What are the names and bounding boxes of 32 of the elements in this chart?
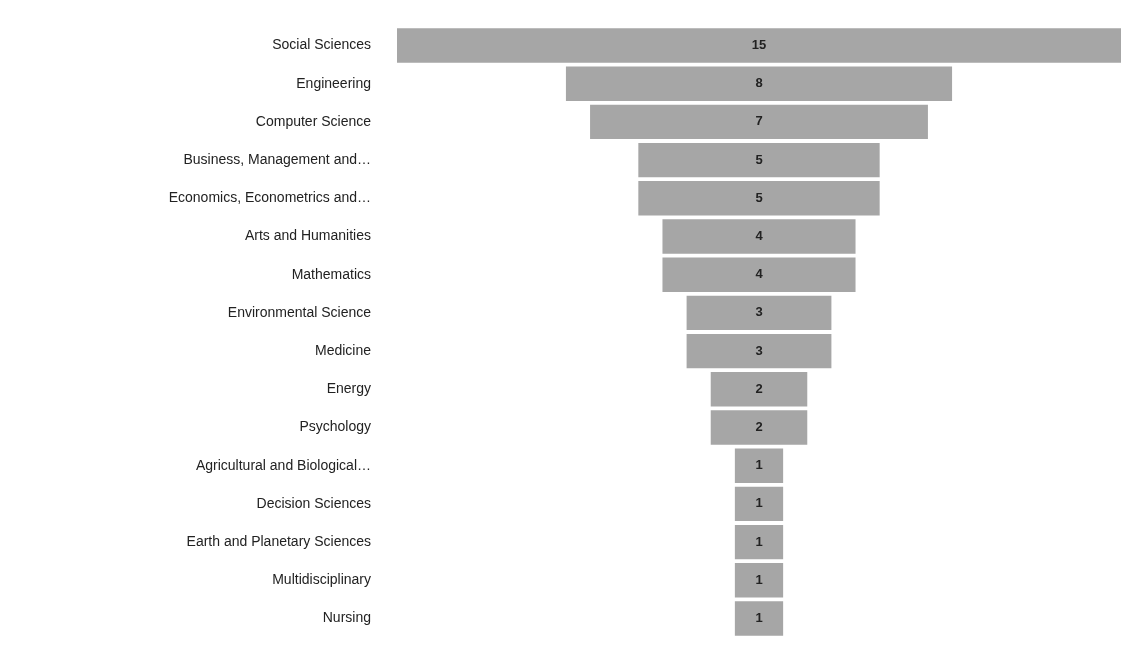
data-label: 7 [755,113,763,129]
data-label: 1 [755,457,763,473]
data-label: 1 [755,610,763,626]
category-label: Mathematics [291,265,371,282]
data-label: 1 [755,495,763,511]
category-label: Arts and Humanities [244,227,371,244]
category-label: Nursing [322,609,371,626]
category-label: Agricultural and Biological… [195,456,371,473]
category-label: Decision Sciences [256,494,371,511]
data-label: 5 [755,189,763,205]
category-label: Social Sciences [272,36,371,53]
data-label: 2 [755,419,763,435]
category-label: Psychology [299,418,371,435]
category-label: Business, Management and… [183,150,371,167]
category-label: Earth and Planetary Sciences [186,532,371,549]
data-label: 2 [755,380,763,396]
category-label: Engineering [296,74,371,91]
category-label: Multidisciplinary [272,571,371,588]
data-label: 8 [755,75,763,91]
data-label: 3 [755,342,763,358]
category-label: Computer Science [255,112,372,129]
data-label: 4 [755,266,764,282]
category-label: Economics, Econometrics and… [168,189,371,206]
category-label: Environmental Science [227,303,372,320]
data-label: 3 [755,304,763,320]
data-label: 1 [755,533,763,549]
data-label: 5 [755,151,763,167]
data-label: 4 [755,228,764,244]
data-label: 1 [755,571,763,587]
category-label: Medicine [314,341,372,358]
data-label: 15 [751,37,767,53]
category-label: Energy [326,380,371,397]
